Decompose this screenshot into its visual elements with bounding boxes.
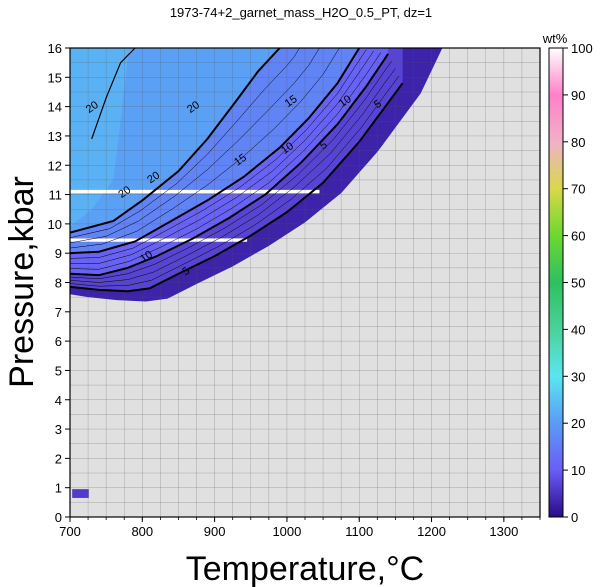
- x-tick-label: 1000: [272, 524, 301, 539]
- svg-text:20: 20: [145, 169, 162, 186]
- isolated-patch: [72, 489, 89, 498]
- plot-area: 5 5 5 10 10 10 15 15 20 20 20 20: [69, 47, 541, 518]
- svg-text:5: 5: [372, 98, 384, 111]
- contour-minor: [70, 75, 400, 287]
- y-tick-label: 15: [48, 70, 62, 85]
- colorbar-label: wt%: [542, 31, 568, 46]
- svg-text:15: 15: [283, 93, 300, 110]
- colorbar-tick-label: 10: [571, 463, 585, 478]
- y-tick-label: 4: [55, 393, 62, 408]
- y-tick-label: 3: [55, 422, 62, 437]
- colorbar-tick-label: 100: [571, 41, 593, 56]
- colorbar-tick-label: 0: [571, 510, 578, 525]
- y-tick-label: 13: [48, 129, 62, 144]
- contour-minor: [70, 50, 374, 264]
- y-tick-label: 0: [55, 510, 62, 525]
- contour-label: 5: [180, 265, 192, 278]
- svg-text:15: 15: [232, 152, 249, 169]
- colorbar-tick-label: 80: [571, 135, 585, 150]
- y-tick-label: 5: [55, 363, 62, 378]
- colorbar-ticks: 0 10 20 30 40 50 60 70 80 90 100: [563, 41, 593, 525]
- colorbar-bar: [548, 47, 564, 518]
- svg-text:20: 20: [116, 184, 133, 201]
- colorbar-tick-label: 90: [571, 88, 585, 103]
- contour-label: 10: [138, 249, 155, 266]
- contour-15: [70, 48, 361, 255]
- contour-label: 20: [185, 99, 202, 116]
- colorbar-tick-label: 50: [571, 276, 585, 291]
- svg-text:10: 10: [337, 93, 354, 110]
- contour-label: 15: [232, 152, 249, 169]
- y-tick-label: 12: [48, 158, 62, 173]
- x-tick-label: 700: [59, 524, 81, 539]
- contour-minor: [70, 48, 300, 239]
- contour-10: [70, 53, 389, 277]
- y-tick-label: 2: [55, 451, 62, 466]
- svg-text:10: 10: [138, 249, 155, 266]
- svg-text:20: 20: [185, 99, 202, 116]
- x-tick-label: 1300: [489, 524, 518, 539]
- x-tick-label: 1200: [417, 524, 446, 539]
- contour-20: [70, 48, 281, 234]
- x-axis-title: Temperature,°C: [186, 550, 424, 587]
- y-tick-label: 16: [48, 41, 62, 56]
- colorbar-tick-label: 60: [571, 229, 585, 244]
- contours: [70, 48, 404, 293]
- y-tick-label: 6: [55, 334, 62, 349]
- contour-22: [91, 48, 136, 140]
- contour-minor: [70, 52, 382, 270]
- y-tick-label: 8: [55, 276, 62, 291]
- contour-5: [70, 82, 404, 293]
- svg-text:5: 5: [318, 139, 330, 152]
- svg-text:10: 10: [279, 140, 296, 157]
- colorbar-tick-label: 70: [571, 182, 585, 197]
- colorbar: wt% 0 10 20 30 40 50 60 70 80 90 100: [542, 31, 593, 525]
- contour-label: 15: [283, 93, 300, 110]
- x-axis: 700 800 900 1000 1100 1200 1300: [59, 517, 541, 539]
- contour-label: 5: [318, 139, 330, 152]
- x-tick-label: 1100: [345, 524, 373, 539]
- y-tick-label: 7: [55, 305, 62, 320]
- contour-minor: [70, 61, 392, 280]
- contour-label: 5: [372, 98, 384, 111]
- x-tick-label: 900: [204, 524, 226, 539]
- y-tick-label: 11: [49, 188, 63, 203]
- contour-label: 20: [84, 99, 101, 116]
- contour-minor: [70, 48, 340, 249]
- grid: [70, 48, 540, 517]
- contour-labels: 5 5 5 10 10 10 15 15 20 20 20 20: [84, 93, 384, 278]
- contour-label: 20: [116, 184, 133, 201]
- contour-minor: [70, 49, 367, 259]
- chart-title: 1973-74+2_garnet_mass_H2O_0.5_PT, dz=1: [170, 5, 432, 20]
- contour-minor: [70, 48, 320, 244]
- x-tick-label: 800: [131, 524, 153, 539]
- contour-label: 10: [279, 140, 296, 157]
- y-axis-title: Pressure,kbar: [3, 176, 41, 388]
- colorbar-tick-label: 40: [571, 322, 585, 337]
- svg-text:20: 20: [84, 99, 101, 116]
- colorbar-tick-label: 30: [571, 369, 585, 384]
- contour-label: 20: [145, 169, 162, 186]
- y-tick-label: 10: [48, 217, 62, 232]
- y-tick-label: 1: [55, 481, 62, 496]
- colorbar-tick-label: 20: [571, 416, 585, 431]
- svg-text:5: 5: [180, 265, 192, 278]
- band-22: [70, 48, 136, 227]
- contour-minor: [70, 68, 396, 283]
- contour-label: 10: [337, 93, 354, 110]
- white-stripes: [70, 189, 320, 242]
- y-tick-label: 14: [48, 100, 62, 115]
- y-tick-label: 9: [55, 246, 62, 261]
